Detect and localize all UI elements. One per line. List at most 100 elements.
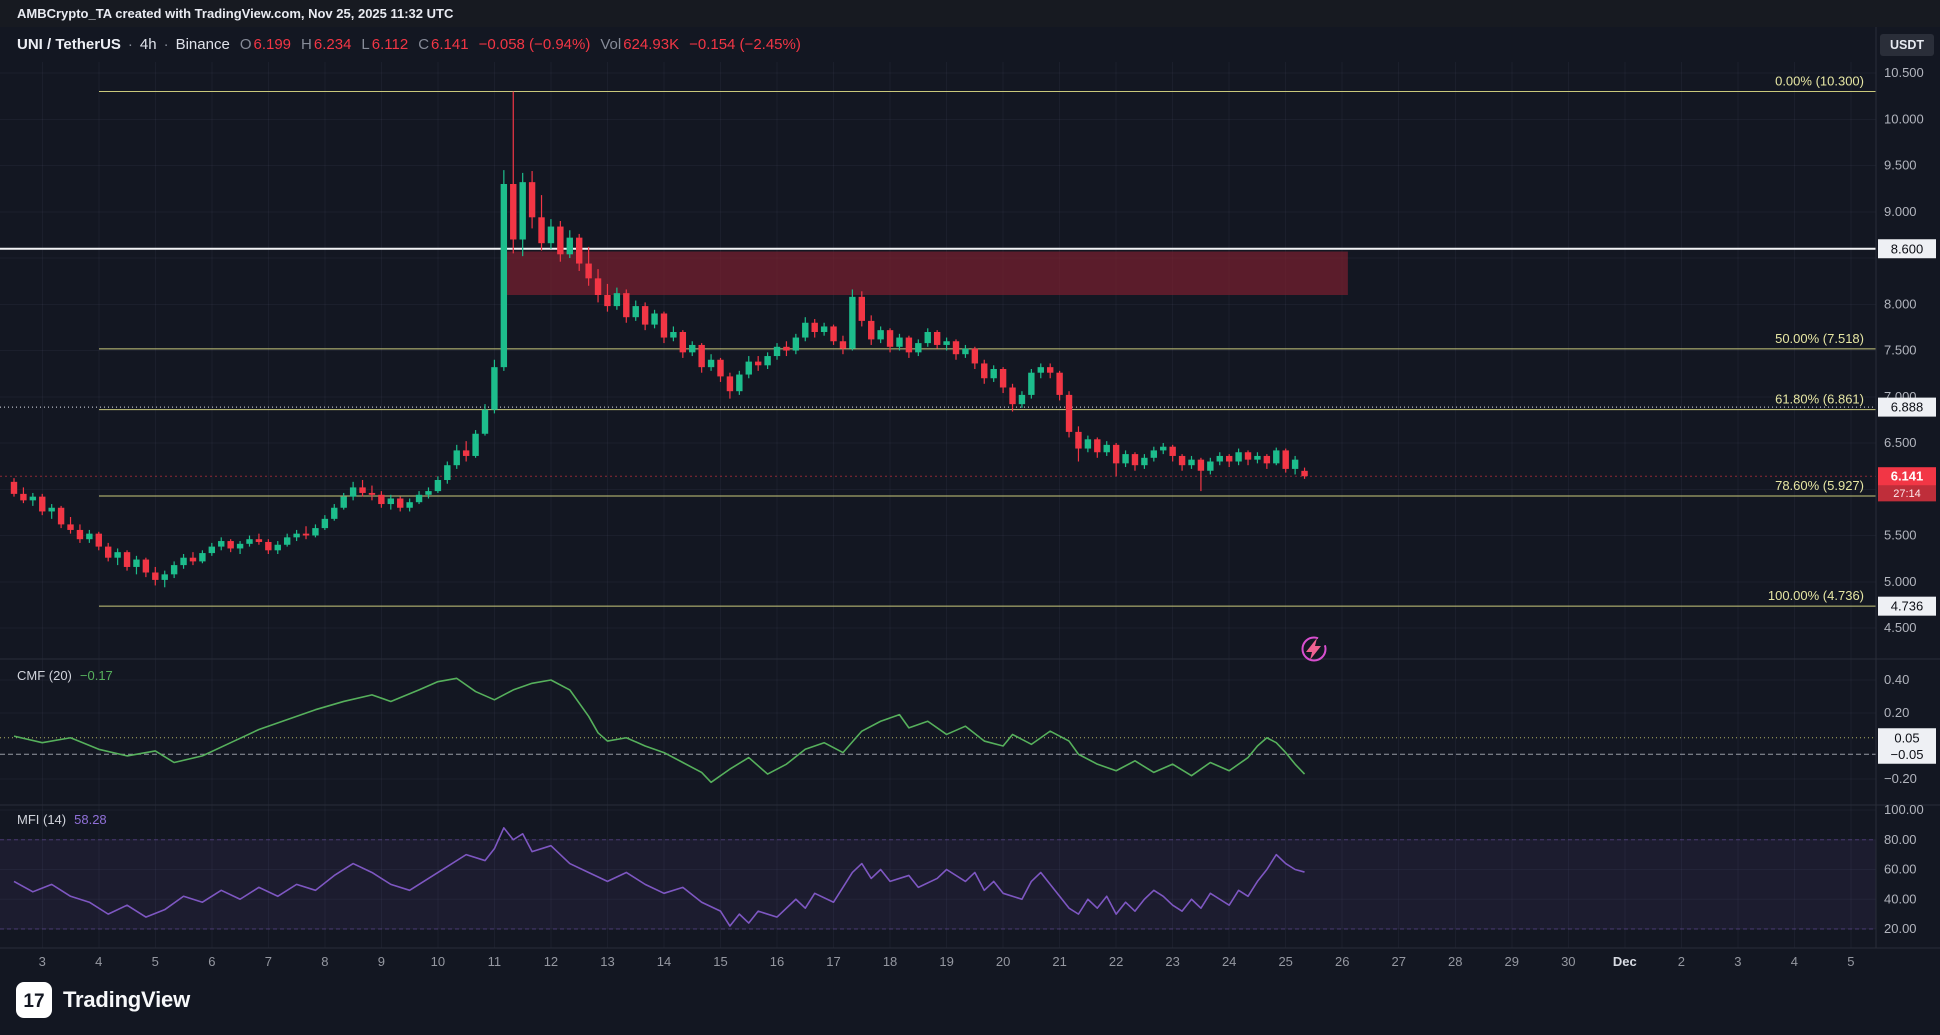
cmf-indicator-label[interactable]: CMF (20) −0.17 — [17, 668, 113, 683]
candle — [142, 559, 150, 573]
currency-toggle-badge[interactable]: USDT — [1880, 34, 1934, 56]
price-tick: 5.500 — [1884, 528, 1917, 543]
date-label: 11 — [488, 954, 502, 969]
candle — [302, 533, 310, 536]
volume-change: −0.154 (−2.45%) — [689, 36, 801, 53]
price-level-label — [1878, 239, 1936, 259]
candle — [293, 533, 300, 538]
price-tick: 5.000 — [1884, 574, 1917, 589]
candle — [858, 296, 865, 321]
candle — [641, 306, 649, 325]
candle — [651, 313, 658, 325]
candle — [114, 552, 121, 558]
candle — [1225, 455, 1233, 462]
candle — [632, 306, 639, 318]
candle — [1075, 431, 1082, 449]
candle — [1207, 461, 1214, 471]
candle — [1131, 454, 1139, 466]
candle — [161, 574, 168, 580]
date-label: 6 — [208, 954, 215, 969]
interval-label[interactable]: 4h — [139, 36, 157, 53]
mfi-name[interactable]: MFI (14) — [17, 812, 67, 827]
candle — [1291, 459, 1299, 469]
candle — [1244, 452, 1252, 460]
candle — [754, 361, 762, 366]
candle — [952, 341, 960, 355]
open-label: O — [239, 36, 252, 53]
time-axis[interactable]: 3 4 5 6 7 8 9 10 11 12 13 14 15 16 17 18 19 20 21 22 23 24 25 2… — [39, 954, 1855, 969]
cmf-name[interactable]: CMF (20) — [17, 668, 72, 683]
tradingview-logo[interactable]: 17 TradingView — [15, 979, 190, 1021]
candle — [905, 337, 913, 353]
candle — [594, 278, 602, 295]
candle — [811, 322, 818, 332]
candle — [29, 496, 37, 501]
supply-zone[interactable] — [506, 251, 1348, 295]
candle — [67, 524, 74, 530]
mfi-value: 58.28 — [74, 812, 107, 827]
date-label: 5 — [152, 954, 159, 969]
candle — [981, 363, 988, 379]
price-level-label-text: 8.600 — [1891, 241, 1924, 256]
mfi-band — [0, 839, 1876, 929]
date-label: 23 — [1165, 954, 1179, 969]
price-tick: 10.000 — [1884, 111, 1924, 126]
mfi-indicator-label[interactable]: MFI (14) 58.28 — [17, 812, 107, 827]
candle — [434, 480, 442, 492]
candle — [1263, 455, 1271, 464]
candle — [425, 491, 432, 495]
date-label: 16 — [770, 954, 784, 969]
candle — [105, 546, 112, 558]
volume-value: 624.93K — [623, 36, 680, 53]
candles-layer — [10, 91, 1308, 588]
spark-icon[interactable] — [1301, 636, 1327, 662]
high-label: H — [301, 36, 312, 53]
candle — [924, 332, 931, 344]
candle — [1047, 367, 1054, 373]
candle — [255, 539, 263, 542]
candle — [783, 346, 790, 351]
candle — [820, 326, 828, 332]
symbol-title[interactable]: UNI / TetherUS — [17, 36, 121, 53]
price-axis[interactable]: 10.50010.0009.5009.0008.0007.5007.0006.5… — [0, 27, 1940, 949]
symbol-info-bar: UNI / TetherUS · 4h · Binance O 6.199 H 6.234 L 6.… — [17, 33, 801, 57]
candle — [745, 361, 752, 375]
price-tick: 6.500 — [1884, 435, 1917, 450]
candle — [236, 543, 244, 549]
candle — [86, 533, 93, 540]
candle — [359, 487, 366, 493]
date-label: 22 — [1109, 954, 1123, 969]
cmf-guide-label-text: 0.05 — [1894, 730, 1919, 745]
date-label: 4 — [95, 954, 102, 969]
candle — [585, 263, 592, 279]
candle — [170, 565, 178, 575]
candle — [349, 487, 357, 497]
candle — [660, 313, 668, 338]
fib-label: 100.00% (4.736) — [1768, 588, 1864, 603]
candle — [340, 496, 347, 508]
fib-label: 61.80% (6.861) — [1775, 392, 1864, 407]
date-label: 9 — [378, 954, 385, 969]
spark-circle — [1301, 636, 1327, 662]
mfi-tick: 80.00 — [1884, 832, 1917, 847]
price-tick: 9.000 — [1884, 204, 1917, 219]
candle — [1150, 450, 1158, 458]
candle — [1178, 455, 1186, 466]
candle — [896, 337, 903, 347]
low-label: L — [361, 36, 370, 53]
candle — [698, 344, 705, 368]
candle — [962, 348, 969, 355]
candle — [283, 537, 291, 545]
fib-label: 50.00% (7.518) — [1775, 331, 1864, 346]
candle — [246, 539, 253, 544]
candle — [406, 502, 413, 508]
candle — [1197, 459, 1205, 471]
attribution-text: AMBCrypto_TA created with TradingView.co… — [17, 6, 454, 21]
candle — [500, 184, 508, 368]
separator-dot: · — [127, 36, 133, 53]
candle — [274, 544, 281, 551]
candle — [877, 330, 884, 340]
candle — [547, 226, 555, 244]
countdown-text: 27:14 — [1893, 488, 1921, 500]
